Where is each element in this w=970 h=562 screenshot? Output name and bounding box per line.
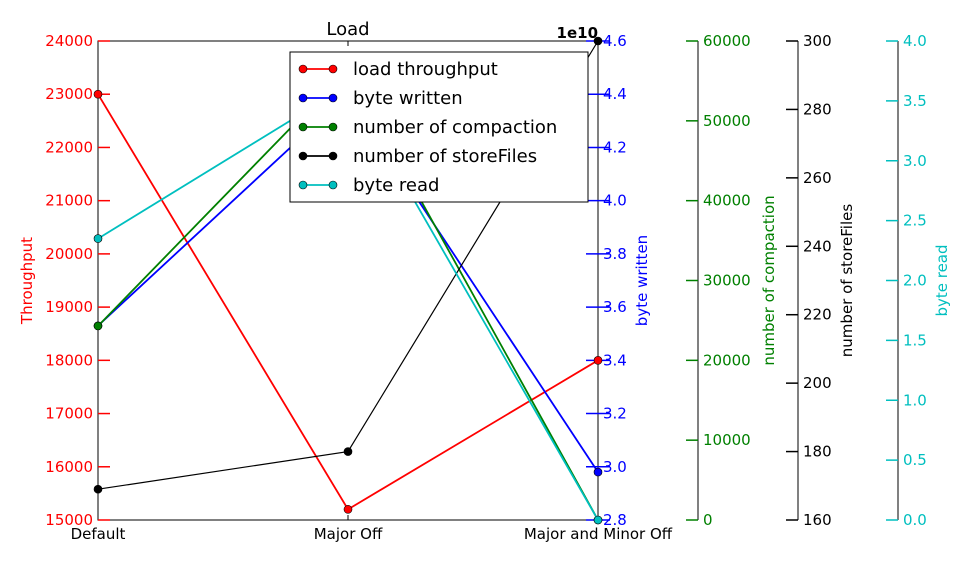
- x-tick-label: Default: [71, 525, 126, 543]
- y-tick-label-throughput: 16000: [45, 458, 93, 476]
- series-point-1: [593, 467, 603, 477]
- y-tick-label-compaction: 60000: [703, 32, 751, 50]
- y-tick-label-throughput: 21000: [45, 192, 93, 210]
- y-tick-label-bytes_written: 4.2: [603, 138, 627, 156]
- axis-offset-bytes_written: 1e10: [557, 24, 598, 42]
- y-tick-label-compaction: 40000: [703, 192, 751, 210]
- y-tick-label-byte_read: 1.5: [903, 331, 927, 349]
- series-point-0: [593, 356, 603, 365]
- legend-label: byte read: [353, 175, 439, 196]
- legend-marker: [298, 122, 308, 132]
- axis-label-throughput: Throughput: [18, 237, 36, 325]
- axis-label-bytes_written: byte written: [633, 235, 651, 326]
- y-tick-label-storefiles: 260: [803, 169, 832, 187]
- y-tick-label-throughput: 24000: [45, 32, 93, 50]
- legend-marker: [328, 122, 338, 132]
- legend-marker: [328, 93, 338, 103]
- legend-label: number of storeFiles: [353, 146, 537, 167]
- y-tick-label-throughput: 18000: [45, 351, 93, 369]
- legend-marker: [328, 180, 338, 190]
- y-tick-label-compaction: 20000: [703, 351, 751, 369]
- y-tick-label-compaction: 0: [703, 511, 713, 529]
- legend-label: number of compaction: [353, 117, 557, 138]
- y-tick-label-compaction: 10000: [703, 431, 751, 449]
- y-tick-label-storefiles: 220: [803, 306, 832, 324]
- legend-label: load throughput: [353, 59, 498, 80]
- legend-label: byte written: [353, 88, 463, 109]
- series-point-3: [93, 484, 103, 494]
- y-tick-label-compaction: 50000: [703, 112, 751, 130]
- y-tick-label-bytes_written: 4.6: [603, 32, 627, 50]
- y-tick-label-byte_read: 4.0: [903, 32, 927, 50]
- y-tick-label-throughput: 23000: [45, 85, 93, 103]
- y-tick-label-throughput: 20000: [45, 245, 93, 263]
- y-tick-label-byte_read: 0.0: [903, 511, 927, 529]
- y-tick-label-byte_read: 2.0: [903, 272, 927, 290]
- y-tick-label-storefiles: 280: [803, 100, 832, 118]
- y-tick-label-bytes_written: 4.0: [603, 192, 627, 210]
- y-tick-label-bytes_written: 4.4: [603, 85, 627, 103]
- legend-marker: [298, 93, 308, 103]
- axis-label-byte_read: byte read: [933, 244, 951, 316]
- series-point-2: [93, 321, 103, 331]
- x-tick-label: Major Off: [314, 525, 383, 543]
- y-tick-label-storefiles: 240: [803, 237, 832, 255]
- y-tick-label-throughput: 17000: [45, 405, 93, 423]
- legend-marker: [298, 180, 308, 190]
- y-tick-label-storefiles: 200: [803, 374, 832, 392]
- y-tick-label-bytes_written: 3.2: [603, 405, 627, 423]
- legend-marker: [298, 64, 308, 74]
- y-tick-label-bytes_written: 3.4: [603, 351, 627, 369]
- series-point-4: [593, 515, 603, 525]
- y-tick-label-bytes_written: 3.0: [603, 458, 627, 476]
- series-point-4: [93, 234, 103, 243]
- axis-label-storefiles: number of storeFiles: [838, 204, 856, 358]
- y-tick-label-storefiles: 160: [803, 511, 832, 529]
- legend-marker: [328, 151, 338, 161]
- y-tick-label-byte_read: 3.0: [903, 152, 927, 170]
- y-tick-label-throughput: 19000: [45, 298, 93, 316]
- y-tick-label-byte_read: 0.5: [903, 451, 927, 469]
- y-tick-label-bytes_written: 3.8: [603, 245, 627, 263]
- y-tick-label-byte_read: 2.5: [903, 212, 927, 230]
- series-point-0: [93, 89, 103, 99]
- series-point-3: [593, 36, 603, 46]
- y-tick-label-byte_read: 3.5: [903, 92, 927, 110]
- y-tick-label-storefiles: 300: [803, 32, 832, 50]
- x-tick-label: Major and Minor Off: [524, 525, 673, 543]
- axis-label-compaction: number of compaction: [760, 195, 778, 365]
- series-point-0: [343, 505, 353, 514]
- chart-title: Load: [326, 19, 369, 40]
- legend-marker: [298, 151, 308, 161]
- y-tick-label-throughput: 15000: [45, 511, 93, 529]
- y-tick-label-byte_read: 1.0: [903, 391, 927, 409]
- y-tick-label-bytes_written: 2.8: [603, 511, 627, 529]
- y-tick-label-storefiles: 180: [803, 443, 832, 461]
- y-tick-label-compaction: 30000: [703, 272, 751, 290]
- legend-marker: [328, 64, 338, 74]
- y-tick-label-throughput: 22000: [45, 138, 93, 156]
- legend-box: [289, 51, 589, 203]
- series-point-3: [343, 447, 353, 456]
- y-tick-label-bytes_written: 3.6: [603, 298, 627, 316]
